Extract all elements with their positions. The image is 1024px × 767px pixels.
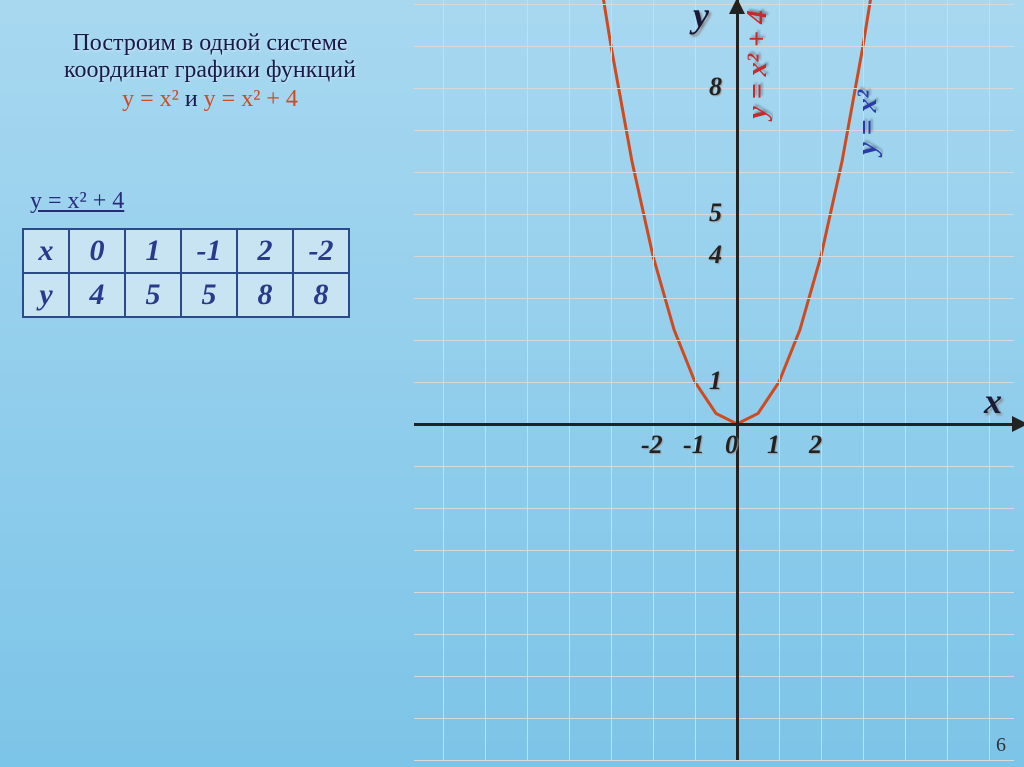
fn2: у = х² + 4: [204, 86, 298, 112]
cell: 2: [237, 229, 293, 273]
x-axis-label: х: [984, 380, 1002, 422]
y-tick: 5: [709, 198, 722, 228]
cell: х: [23, 229, 69, 273]
cell: 4: [69, 273, 125, 317]
x-tick: 2: [809, 430, 822, 460]
page-number: 6: [996, 734, 1006, 757]
chart-area: -2-10121458хуу = х² + 4у = х²: [414, 0, 1014, 760]
cell: 1: [125, 229, 181, 273]
cell: 0: [69, 229, 125, 273]
y-tick: 8: [709, 72, 722, 102]
x-tick: -2: [641, 430, 663, 460]
curve-label-1: у = х² + 4: [742, 10, 774, 119]
cell: у: [23, 273, 69, 317]
table-row-y: у 4 5 5 8 8: [23, 273, 349, 317]
curve-label-2: у = х²: [852, 90, 884, 155]
x-tick: 0: [725, 430, 738, 460]
cell: 5: [125, 273, 181, 317]
cell: 8: [293, 273, 349, 317]
x-tick: 1: [767, 430, 780, 460]
fn-conn: и: [179, 86, 204, 112]
fn1: у = х²: [122, 86, 179, 112]
y-tick: 4: [709, 240, 722, 270]
subtitle-fn: у = х² + 4: [30, 188, 124, 215]
cell: 8: [237, 273, 293, 317]
cell: 5: [181, 273, 237, 317]
y-axis-label: у: [693, 0, 709, 36]
title-functions: у = х² и у = х² + 4: [30, 86, 390, 113]
cell: -1: [181, 229, 237, 273]
table-row-x: х 0 1 -1 2 -2: [23, 229, 349, 273]
cell: -2: [293, 229, 349, 273]
title-line1: Построим в одной системе: [30, 30, 390, 57]
value-table: х 0 1 -1 2 -2 у 4 5 5 8 8: [22, 228, 350, 318]
title-block: Построим в одной системе координат графи…: [30, 30, 390, 113]
title-line2: координат графики функций: [30, 57, 390, 84]
x-tick: -1: [683, 430, 705, 460]
y-tick: 1: [709, 366, 722, 396]
